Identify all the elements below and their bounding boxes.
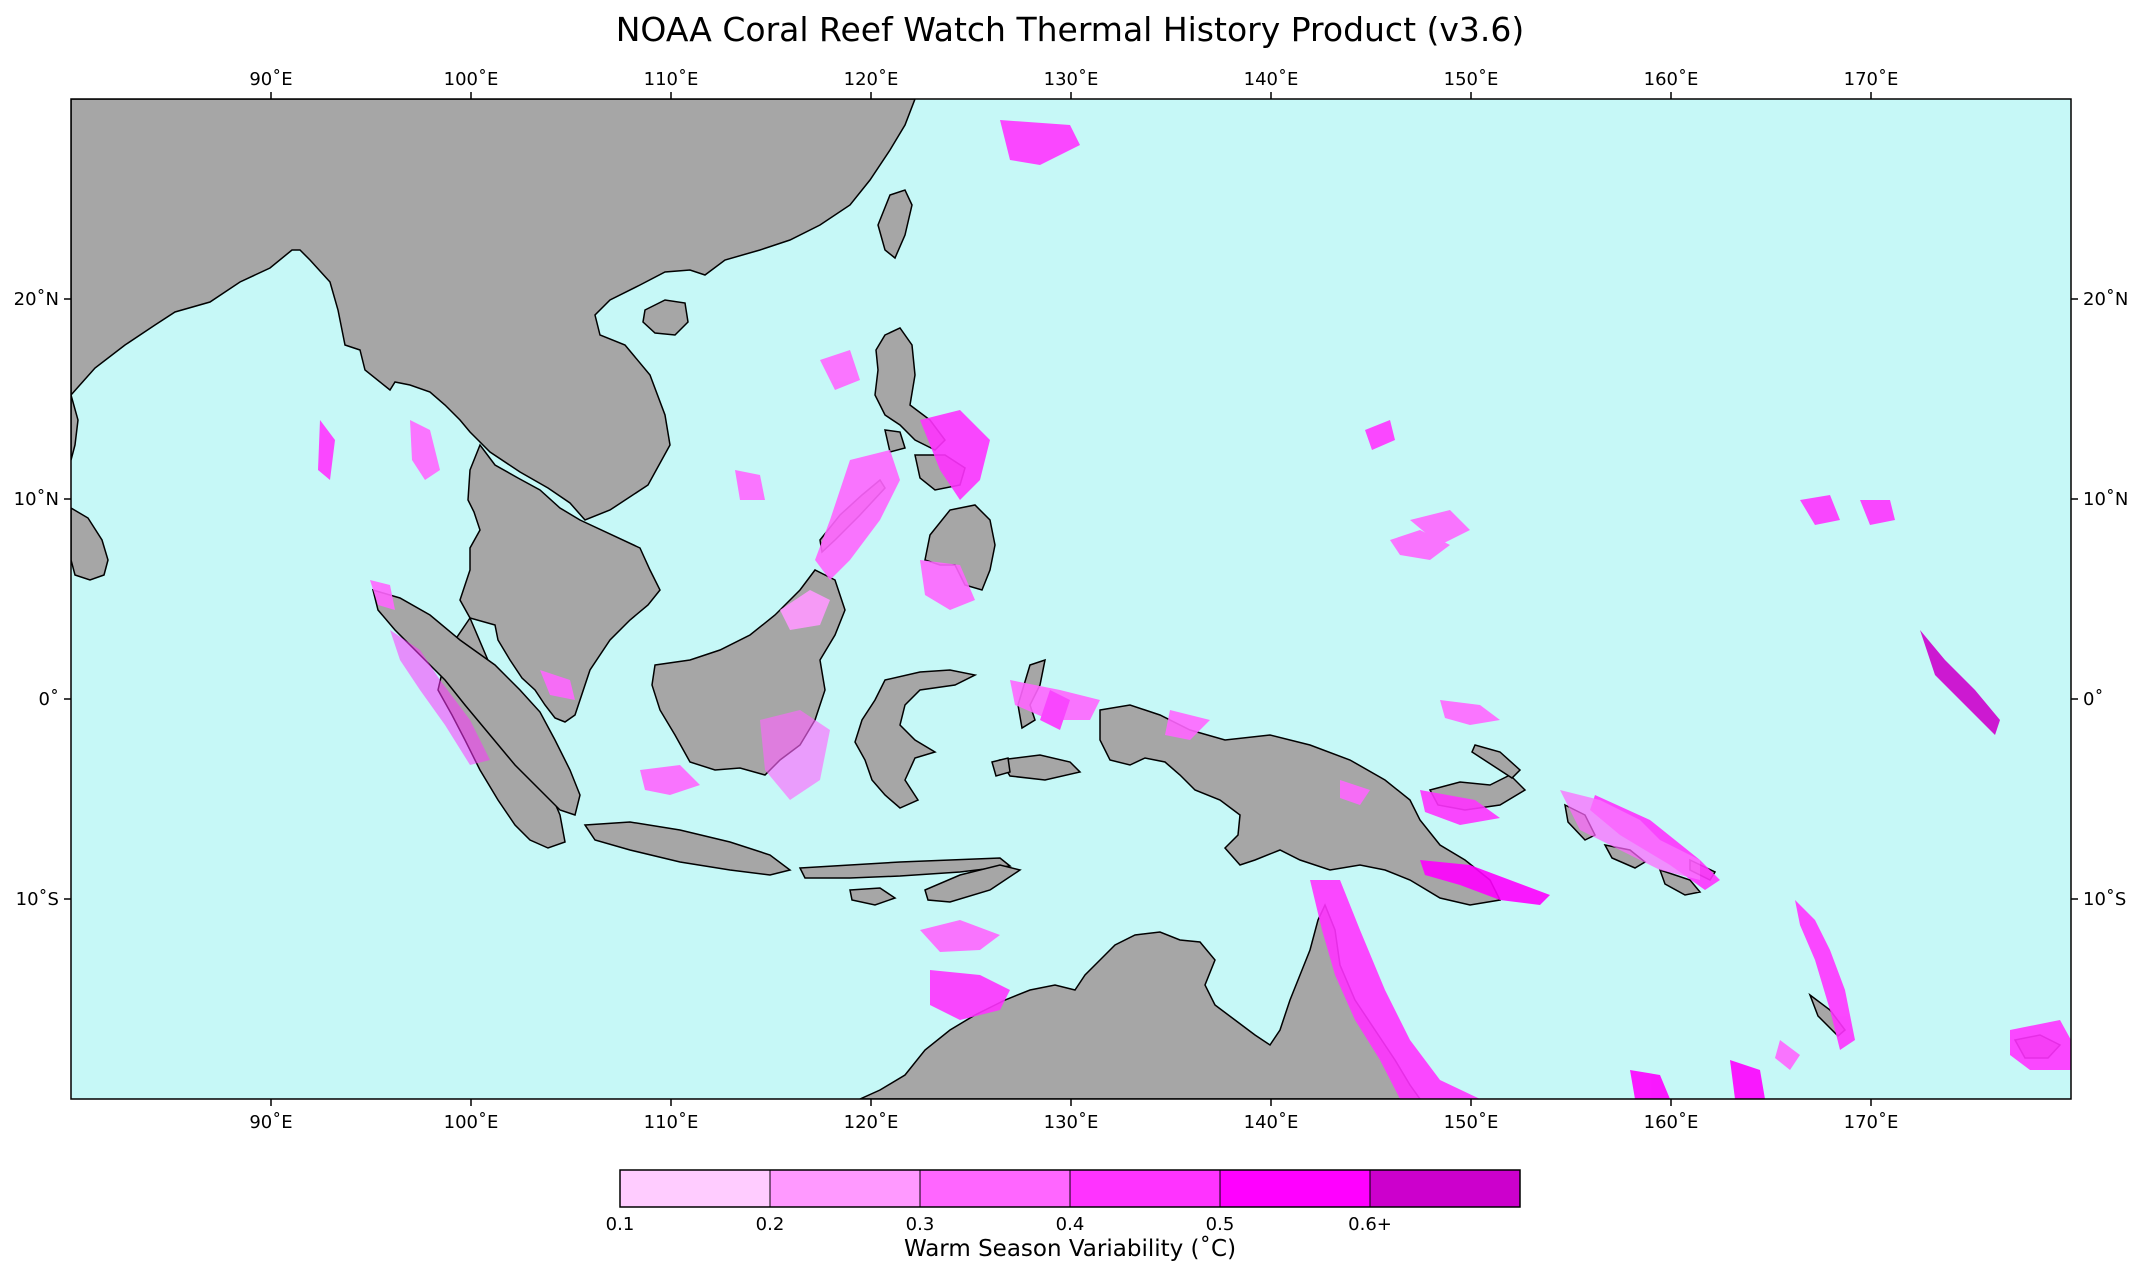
- land-seram: [998, 754, 1082, 781]
- lon-tick-label-top: 110˚E: [644, 69, 699, 90]
- colorbar-frame: [619, 1169, 1521, 1208]
- colorbar-tick-label: 0.3: [906, 1214, 935, 1235]
- colorbar-label: Warm Season Variability (˚C): [903, 1236, 1237, 1262]
- colorbar-segment: [1219, 1169, 1371, 1208]
- lon-tick-label-bottom: 130˚E: [1044, 1112, 1099, 1133]
- land-asia-mainland: [71, 99, 916, 521]
- lon-tick-label-top: 140˚E: [1244, 69, 1299, 90]
- land-timor: [924, 864, 1022, 903]
- colorbar-tick-label: 0.2: [756, 1214, 785, 1235]
- land-new-ireland: [1471, 744, 1522, 779]
- colorbar-tick-label: 0.5: [1206, 1214, 1235, 1235]
- lon-tick-label-top: 160˚E: [1644, 69, 1699, 90]
- lon-tick-label-bottom: 140˚E: [1244, 1112, 1299, 1133]
- land-buru: [991, 757, 1011, 777]
- lon-tick-label-top: 170˚E: [1844, 69, 1899, 90]
- lat-tick-label-left: 10˚N: [14, 489, 59, 510]
- colorbar: 0.1 0.2 0.3 0.4 0.5 0.6+: [606, 1169, 1521, 1235]
- lon-tick-label-bottom: 150˚E: [1444, 1112, 1499, 1133]
- lon-tick-label-top: 150˚E: [1444, 69, 1499, 90]
- colorbar-tick-label: 0.4: [1056, 1214, 1085, 1235]
- land-java: [583, 821, 792, 876]
- lat-tick-label-right: 10˚S: [2083, 889, 2126, 910]
- colorbar-segment: [1369, 1169, 1521, 1208]
- land-india: [71, 394, 79, 461]
- land-sumba: [849, 887, 897, 906]
- lon-tick-label-top: 100˚E: [444, 69, 499, 90]
- lon-tick-label-bottom: 120˚E: [844, 1112, 899, 1133]
- lat-tick-label-right: 10˚N: [2083, 489, 2128, 510]
- map-title: NOAA Coral Reef Watch Thermal History Pr…: [615, 10, 1525, 49]
- map-content: [71, 99, 2071, 1099]
- lat-tick-label-left: 20˚N: [14, 289, 59, 310]
- lat-tick-label-left: 10˚S: [16, 889, 59, 910]
- colorbar-segment: [1069, 1169, 1221, 1208]
- lon-tick-label-bottom: 160˚E: [1644, 1112, 1699, 1133]
- land-taiwan: [877, 189, 913, 260]
- land-lesser-sundas: [798, 857, 1012, 879]
- land-mindoro: [884, 429, 906, 453]
- colorbar-tick-label: 0.6+: [1348, 1214, 1392, 1235]
- lon-tick-label-top: 90˚E: [249, 69, 292, 90]
- lon-tick-label-bottom: 110˚E: [644, 1112, 699, 1133]
- colorbar-segment: [769, 1169, 921, 1208]
- land-hainan: [642, 299, 689, 336]
- latitude-ticks: 20˚N 20˚N 10˚N 10˚N 0˚ 0˚ 10˚S 10˚S: [14, 289, 2129, 910]
- land-new-guinea: [1099, 704, 1502, 906]
- lon-tick-label-top: 130˚E: [1044, 69, 1099, 90]
- colorbar-tick-label: 0.1: [606, 1214, 635, 1235]
- lat-tick-label-left: 0˚: [39, 689, 59, 710]
- land-sulawesi: [854, 669, 978, 809]
- land-sri-lanka: [71, 507, 109, 581]
- lon-tick-label-bottom: 100˚E: [444, 1112, 499, 1133]
- colorbar-segment: [619, 1169, 771, 1208]
- land-indochina: [459, 443, 661, 723]
- lon-tick-label-bottom: 90˚E: [249, 1112, 292, 1133]
- reef-variability-overlay: [318, 120, 2071, 1099]
- lon-tick-label-top: 120˚E: [844, 69, 899, 90]
- lat-tick-label-right: 0˚: [2083, 689, 2103, 710]
- longitude-ticks: 90˚E 90˚E 100˚E 100˚E 110˚E 110˚E 120˚E 120˚E 13…: [249, 69, 1898, 1133]
- lat-tick-label-right: 20˚N: [2083, 289, 2128, 310]
- colorbar-segment: [919, 1169, 1071, 1208]
- lon-tick-label-bottom: 170˚E: [1844, 1112, 1899, 1133]
